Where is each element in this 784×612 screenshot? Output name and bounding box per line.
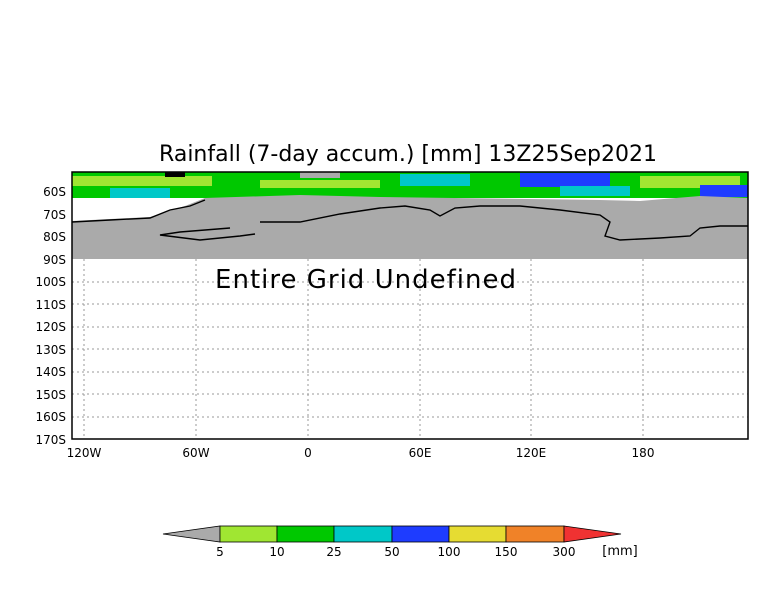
colorbar-band bbox=[505, 525, 565, 543]
antarctica-coastline bbox=[71, 199, 748, 241]
colorbar-level-label: 25 bbox=[326, 545, 341, 559]
lat-tick-label: 130S bbox=[35, 343, 66, 357]
undefined-grid-message: Entire Grid Undefined bbox=[215, 265, 517, 295]
lon-tick-label: 0 bbox=[304, 446, 312, 460]
lon-tick-label: 60E bbox=[409, 446, 432, 460]
lon-tick-label: 120W bbox=[67, 446, 102, 460]
lat-tick-label: 140S bbox=[35, 365, 66, 379]
colorbar: 5 10 25 50 100 150 300 [mm] bbox=[162, 525, 638, 559]
colorbar-below-triangle bbox=[162, 525, 221, 543]
colorbar-band bbox=[276, 525, 335, 543]
graticule bbox=[72, 259, 748, 439]
lat-tick-label: 80S bbox=[43, 230, 66, 244]
lat-tick-label: 120S bbox=[35, 320, 66, 334]
lat-tick-label: 160S bbox=[35, 410, 66, 424]
rainfall-field bbox=[72, 172, 748, 198]
colorbar-level-label: 50 bbox=[384, 545, 399, 559]
lat-tick-label: 70S bbox=[43, 208, 66, 222]
lon-tick-label: 120E bbox=[516, 446, 547, 460]
colorbar-level-label: 150 bbox=[495, 545, 518, 559]
lat-tick-label: 60S bbox=[43, 185, 66, 199]
lat-tick-label: 90S bbox=[43, 253, 66, 267]
map-plot-area: Entire Grid Undefined bbox=[71, 171, 749, 440]
colorbar-band bbox=[333, 525, 393, 543]
colorbar-level-label: 10 bbox=[269, 545, 284, 559]
colorbar-band bbox=[448, 525, 507, 543]
lon-tick-label: 60W bbox=[182, 446, 209, 460]
colorbar-level-label: 5 bbox=[216, 545, 224, 559]
colorbar-unit: [mm] bbox=[602, 544, 637, 559]
lat-tick-label: 150S bbox=[35, 388, 66, 402]
lat-axis: 60S 70S 80S 90S 100S 110S 120S 130S 140S… bbox=[35, 185, 66, 447]
colorbar-band bbox=[391, 525, 450, 543]
map-title: Rainfall (7-day accum.) [mm] 13Z25Sep202… bbox=[159, 142, 657, 167]
lon-tick-label: 180 bbox=[632, 446, 655, 460]
colorbar-above-triangle bbox=[563, 525, 622, 543]
colorbar-level-label: 100 bbox=[438, 545, 461, 559]
lon-axis: 120W 60W 0 60E 120E 180 bbox=[67, 446, 655, 460]
lat-tick-label: 100S bbox=[35, 275, 66, 289]
antarctica-landmass bbox=[72, 195, 748, 259]
plot-frame bbox=[71, 171, 749, 440]
colorbar-band bbox=[219, 525, 278, 543]
lat-tick-label: 170S bbox=[35, 433, 66, 447]
colorbar-level-label: 300 bbox=[553, 545, 576, 559]
lat-tick-label: 110S bbox=[35, 298, 66, 312]
